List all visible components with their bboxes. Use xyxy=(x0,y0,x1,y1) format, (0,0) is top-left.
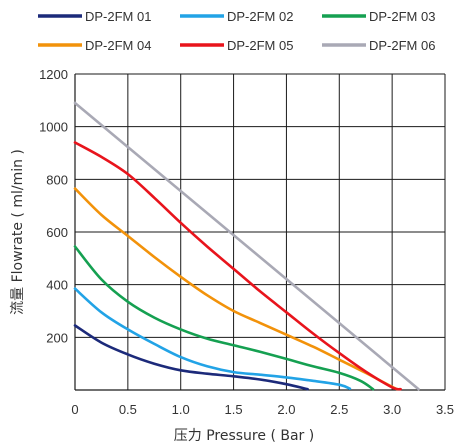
y-tick-label: 200 xyxy=(46,330,68,345)
x-tick-label: 3.0 xyxy=(383,402,401,417)
x-tick-label: 1.5 xyxy=(225,402,243,417)
legend-label: DP-2FM 06 xyxy=(369,38,435,53)
y-tick-label: 800 xyxy=(46,172,68,187)
grid xyxy=(74,73,446,391)
legend-label: DP-2FM 03 xyxy=(369,9,435,24)
x-tick-label: 1.0 xyxy=(172,402,190,417)
series-line-4 xyxy=(73,187,399,391)
series-line-1 xyxy=(73,324,309,391)
series-line-3 xyxy=(73,245,375,391)
legend-label: DP-2FM 05 xyxy=(227,38,293,53)
y-axis-title: 流量 Flowrate ( ml/min ) xyxy=(10,149,26,315)
y-tick-label: 400 xyxy=(46,278,68,293)
tick-labels: 0 0.5 1.0 1.5 2.0 2.5 3.0 3.5 200 400 600 800 1000 12… xyxy=(39,67,454,417)
series-line-6 xyxy=(73,101,420,391)
legend-label: DP-2FM 01 xyxy=(85,9,151,24)
x-tick-label: 0 xyxy=(71,402,78,417)
series-lines xyxy=(73,101,420,391)
y-tick-label: 600 xyxy=(46,225,68,240)
y-tick-label: 1200 xyxy=(39,67,68,82)
legend-label: DP-2FM 02 xyxy=(227,9,293,24)
x-axis-title: 压力 Pressure ( Bar ) xyxy=(174,428,314,444)
series-line-2 xyxy=(73,287,352,390)
x-tick-label: 2.0 xyxy=(277,402,295,417)
legend-label: DP-2FM 04 xyxy=(85,38,151,53)
series-line-5 xyxy=(73,141,402,391)
x-tick-label: 0.5 xyxy=(119,402,137,417)
x-tick-label: 3.5 xyxy=(436,402,454,417)
x-tick-label: 2.5 xyxy=(330,402,348,417)
y-tick-label: 1000 xyxy=(39,120,68,135)
legend: DP-2FM 01 DP-2FM 02 DP-2FM 03 DP-2FM 04 DP-2… xyxy=(38,9,435,53)
